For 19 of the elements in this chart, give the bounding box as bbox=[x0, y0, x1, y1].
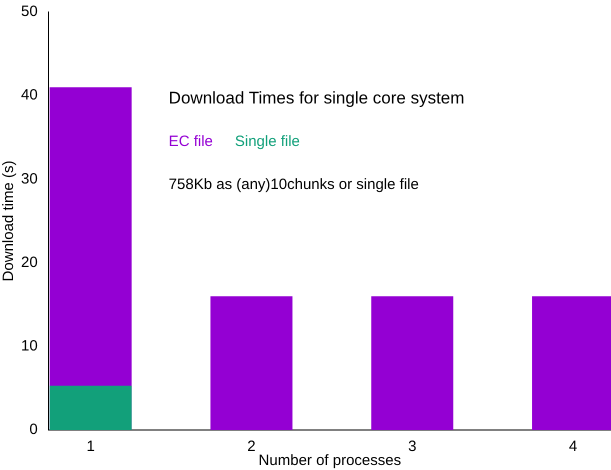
x-tick-label: 1 bbox=[86, 438, 95, 456]
bar bbox=[50, 386, 132, 430]
y-tick-label: 10 bbox=[20, 338, 38, 355]
y-tick-label: 50 bbox=[20, 3, 38, 20]
y-axis-title: Download time (s) bbox=[0, 160, 18, 282]
y-tick-label: 30 bbox=[20, 170, 38, 188]
x-tick-label: 4 bbox=[568, 438, 578, 456]
x-tick-label: 2 bbox=[247, 438, 256, 456]
y-tick-label: 40 bbox=[20, 86, 38, 104]
x-tick-label: 3 bbox=[408, 438, 416, 456]
text: Single file bbox=[234, 133, 300, 150]
bar bbox=[210, 296, 292, 430]
text: Download Times for single core system bbox=[168, 88, 464, 108]
text: EC file bbox=[168, 133, 213, 150]
annotation: 758Kb as (any)10chunks or single file bbox=[168, 176, 419, 194]
y-tick-label: 20 bbox=[20, 254, 38, 271]
bar bbox=[371, 296, 454, 430]
y-tick-label: 0 bbox=[29, 421, 38, 438]
x-axis-title: Number of processes bbox=[258, 452, 402, 470]
